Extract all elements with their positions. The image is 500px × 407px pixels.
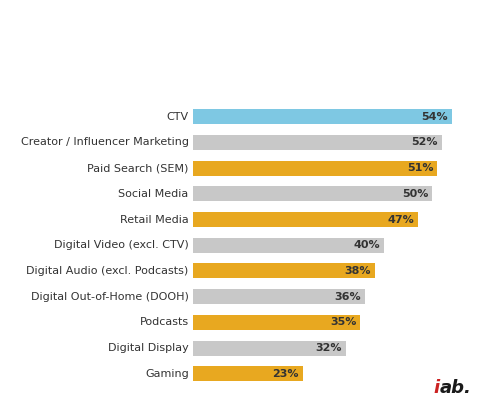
Text: Digital Video (excl. CTV): Digital Video (excl. CTV)	[54, 240, 188, 250]
Text: Podcasts: Podcasts	[140, 317, 188, 327]
Text: % Increasing 2024 Ad Spend Due to Legislation
& Signal Loss By Channel: % Increasing 2024 Ad Spend Due to Legisl…	[15, 4, 444, 37]
Text: 32%: 32%	[316, 343, 342, 353]
Text: Creator / Influencer Marketing: Creator / Influencer Marketing	[20, 137, 188, 147]
Bar	[192, 315, 360, 330]
Text: 52%: 52%	[412, 137, 438, 147]
Text: 23%: 23%	[272, 369, 299, 379]
Text: 54%: 54%	[421, 112, 448, 122]
Text: Among 2023 Ad Buyers: Among 2023 Ad Buyers	[15, 83, 146, 93]
Text: CTV: CTV	[166, 112, 188, 122]
Text: Digital Display: Digital Display	[108, 343, 188, 353]
Text: 50%: 50%	[402, 189, 428, 199]
Bar	[192, 109, 452, 124]
Text: i: i	[434, 379, 440, 397]
Text: Retail Media: Retail Media	[120, 214, 188, 225]
Text: 36%: 36%	[335, 292, 361, 302]
Text: 51%: 51%	[407, 163, 434, 173]
Bar	[192, 135, 442, 150]
Bar	[192, 212, 418, 227]
Text: Social Media: Social Media	[118, 189, 188, 199]
Bar	[192, 238, 384, 253]
Text: 40%: 40%	[354, 240, 380, 250]
Bar	[192, 186, 432, 201]
Text: 47%: 47%	[388, 214, 414, 225]
Bar	[192, 263, 375, 278]
Text: Digital Out-of-Home (DOOH): Digital Out-of-Home (DOOH)	[31, 292, 188, 302]
Text: Paid Search (SEM): Paid Search (SEM)	[88, 163, 188, 173]
Bar	[192, 366, 303, 381]
Bar	[192, 341, 346, 356]
Bar	[192, 289, 365, 304]
Text: Digital Audio (excl. Podcasts): Digital Audio (excl. Podcasts)	[26, 266, 188, 276]
Text: 35%: 35%	[330, 317, 356, 327]
Text: ab.: ab.	[440, 379, 472, 397]
Bar	[192, 161, 437, 175]
Text: Gaming: Gaming	[145, 369, 188, 379]
Text: 38%: 38%	[344, 266, 371, 276]
